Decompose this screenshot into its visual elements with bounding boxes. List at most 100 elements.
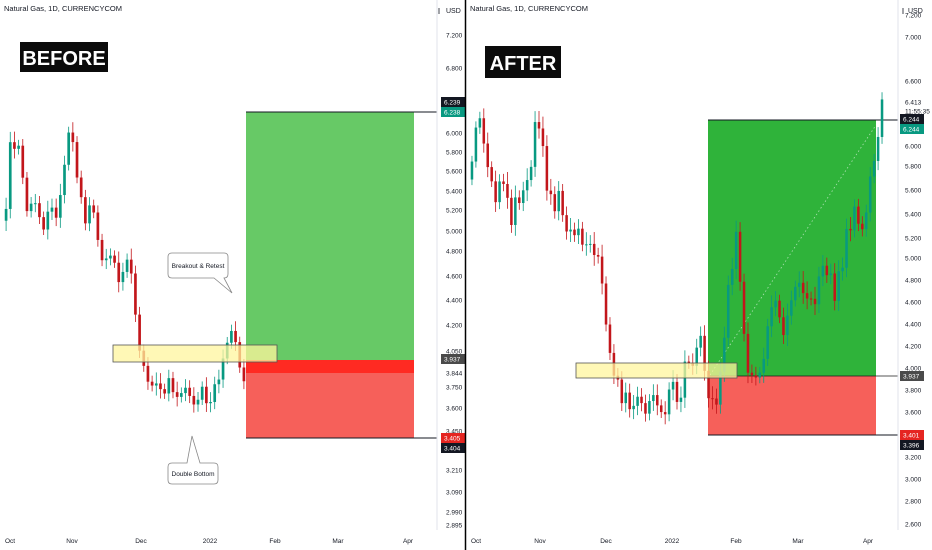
- candle: [200, 381, 204, 405]
- candle-body: [25, 177, 29, 212]
- candle-body: [600, 256, 604, 284]
- price-axis-label: 3.750: [446, 385, 463, 392]
- candle: [636, 386, 639, 416]
- price-label-dark: 3.396: [900, 440, 924, 450]
- candle-body: [703, 335, 706, 371]
- profit-zone-before: [246, 112, 414, 360]
- support-zone-before: [112, 344, 278, 363]
- candle: [46, 200, 50, 240]
- candle-body: [159, 383, 162, 390]
- candle: [656, 384, 659, 416]
- candle-body: [861, 223, 864, 230]
- price-axis-label: 3.800: [905, 388, 922, 395]
- candle: [54, 198, 58, 227]
- candle: [596, 247, 600, 264]
- candle-body: [146, 365, 150, 382]
- candle-body: [553, 194, 557, 212]
- price-label-box: [900, 430, 924, 440]
- price-axis-label: 6.413: [905, 100, 922, 107]
- candle: [872, 153, 876, 184]
- candle-body: [490, 167, 493, 182]
- candle-body: [588, 243, 592, 245]
- candle-body: [683, 361, 687, 398]
- candle-body: [521, 190, 525, 204]
- price-axis-label: 3.600: [446, 406, 463, 413]
- candle: [853, 199, 856, 238]
- candle: [549, 178, 553, 205]
- candle: [585, 232, 588, 256]
- candle-body: [786, 315, 789, 336]
- candle-body: [730, 268, 734, 285]
- candle: [770, 295, 773, 338]
- candle-body: [88, 205, 91, 224]
- candle: [632, 395, 635, 420]
- candle-body: [129, 259, 133, 274]
- candle: [63, 155, 66, 204]
- candle-body: [506, 184, 509, 198]
- candle-body: [171, 378, 175, 393]
- candle-body: [671, 381, 675, 390]
- candle-body: [188, 387, 192, 396]
- loss-zone-after: [708, 376, 876, 435]
- price-axis-label: 7.200: [446, 33, 463, 40]
- candle: [8, 131, 12, 219]
- candle-body: [33, 203, 37, 205]
- candle: [569, 218, 572, 243]
- candle-body: [21, 145, 25, 178]
- candle: [790, 290, 793, 325]
- price-label-box: [441, 443, 465, 453]
- candle: [553, 186, 557, 219]
- candle-body: [628, 392, 631, 410]
- candle-body: [84, 197, 87, 224]
- candle: [679, 386, 683, 413]
- price-label-box: [441, 97, 465, 107]
- candle: [683, 350, 687, 408]
- candle: [184, 379, 187, 402]
- time-axis-label: Mar: [792, 538, 804, 545]
- candle: [864, 204, 868, 237]
- price-label-text: 3.404: [444, 446, 461, 453]
- candle-body: [167, 378, 171, 394]
- candle-body: [138, 314, 141, 351]
- candle: [117, 251, 121, 293]
- candle-body: [723, 337, 726, 372]
- candle-body: [175, 392, 179, 397]
- candle: [762, 347, 766, 383]
- candle: [50, 198, 54, 221]
- price-axis-label: 6.000: [905, 144, 922, 151]
- candle: [205, 377, 208, 412]
- price-axis-label: 4.600: [446, 274, 463, 281]
- candle: [675, 373, 679, 410]
- time-axis-label: Apr: [403, 538, 414, 545]
- price-axis-label: 5.000: [905, 256, 922, 263]
- candle: [196, 391, 200, 412]
- candle-body: [592, 243, 596, 255]
- candle: [109, 248, 112, 266]
- candle: [179, 387, 183, 403]
- candle: [134, 265, 137, 322]
- candle: [604, 276, 608, 332]
- candle: [774, 291, 777, 317]
- candle: [171, 371, 175, 399]
- candle-body: [192, 395, 196, 405]
- candle: [821, 255, 825, 287]
- candle: [825, 257, 829, 283]
- candle-body: [805, 293, 809, 299]
- candle-body: [100, 239, 104, 261]
- candle: [42, 211, 45, 236]
- candle: [592, 232, 596, 266]
- candle: [778, 294, 781, 324]
- candle: [17, 139, 20, 155]
- candle: [841, 257, 844, 281]
- candle-body: [184, 387, 187, 394]
- candle: [557, 181, 560, 221]
- candle: [857, 198, 860, 232]
- candle: [758, 366, 762, 384]
- candle-body: [230, 330, 233, 343]
- candle-body: [75, 142, 79, 178]
- candle: [113, 250, 116, 268]
- candle-body: [845, 228, 848, 268]
- panel-before: Natural Gas, 1D, CURRENCYCOM BEFORE Brea…: [4, 0, 465, 545]
- candle-body: [200, 386, 204, 400]
- candle-body: [652, 395, 655, 402]
